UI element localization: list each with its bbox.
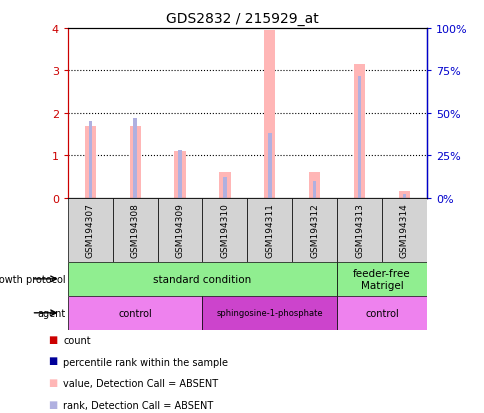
Bar <box>402 195 405 198</box>
Bar <box>247 198 291 262</box>
Bar <box>157 198 202 262</box>
Bar <box>112 198 157 262</box>
Bar <box>133 119 136 198</box>
Bar <box>223 178 226 198</box>
Bar <box>336 198 381 262</box>
Bar <box>336 296 426 330</box>
Text: GSM194307: GSM194307 <box>86 203 95 258</box>
Text: value, Detection Call = ABSENT: value, Detection Call = ABSENT <box>63 378 218 388</box>
Bar <box>219 173 230 198</box>
Text: GSM194308: GSM194308 <box>130 203 139 258</box>
Bar <box>174 152 185 198</box>
Bar <box>312 181 316 198</box>
Text: GSM194312: GSM194312 <box>309 203 318 258</box>
Text: ■: ■ <box>48 334 58 344</box>
Bar <box>68 262 336 296</box>
Bar <box>202 198 247 262</box>
Text: ■: ■ <box>48 356 58 366</box>
Bar <box>381 198 426 262</box>
Bar <box>353 65 364 198</box>
Text: GSM194311: GSM194311 <box>265 203 274 258</box>
Text: ■: ■ <box>48 377 58 387</box>
Text: control: control <box>364 308 398 318</box>
Text: control: control <box>118 308 152 318</box>
Text: standard condition: standard condition <box>153 274 251 284</box>
Bar <box>398 192 409 198</box>
Bar <box>202 296 336 330</box>
Text: agent: agent <box>37 308 65 318</box>
Text: GSM194309: GSM194309 <box>175 203 184 258</box>
Text: growth protocol: growth protocol <box>0 274 65 284</box>
Bar <box>291 198 336 262</box>
Bar <box>357 76 361 198</box>
Bar <box>178 151 182 198</box>
Bar <box>268 134 271 198</box>
Text: rank, Detection Call = ABSENT: rank, Detection Call = ABSENT <box>63 400 213 410</box>
Bar <box>308 173 319 198</box>
Bar <box>336 262 426 296</box>
Bar <box>68 296 202 330</box>
Text: GDS2832 / 215929_at: GDS2832 / 215929_at <box>166 12 318 26</box>
Text: GSM194310: GSM194310 <box>220 203 229 258</box>
Text: count: count <box>63 335 91 345</box>
Bar <box>68 198 112 262</box>
Bar <box>129 126 140 198</box>
Text: percentile rank within the sample: percentile rank within the sample <box>63 357 227 367</box>
Bar <box>85 126 96 198</box>
Bar <box>89 122 92 198</box>
Text: GSM194314: GSM194314 <box>399 203 408 258</box>
Text: feeder-free
Matrigel: feeder-free Matrigel <box>352 268 410 290</box>
Bar <box>264 31 275 198</box>
Text: GSM194313: GSM194313 <box>354 203 363 258</box>
Text: ■: ■ <box>48 399 58 408</box>
Text: sphingosine-1-phosphate: sphingosine-1-phosphate <box>216 309 322 318</box>
